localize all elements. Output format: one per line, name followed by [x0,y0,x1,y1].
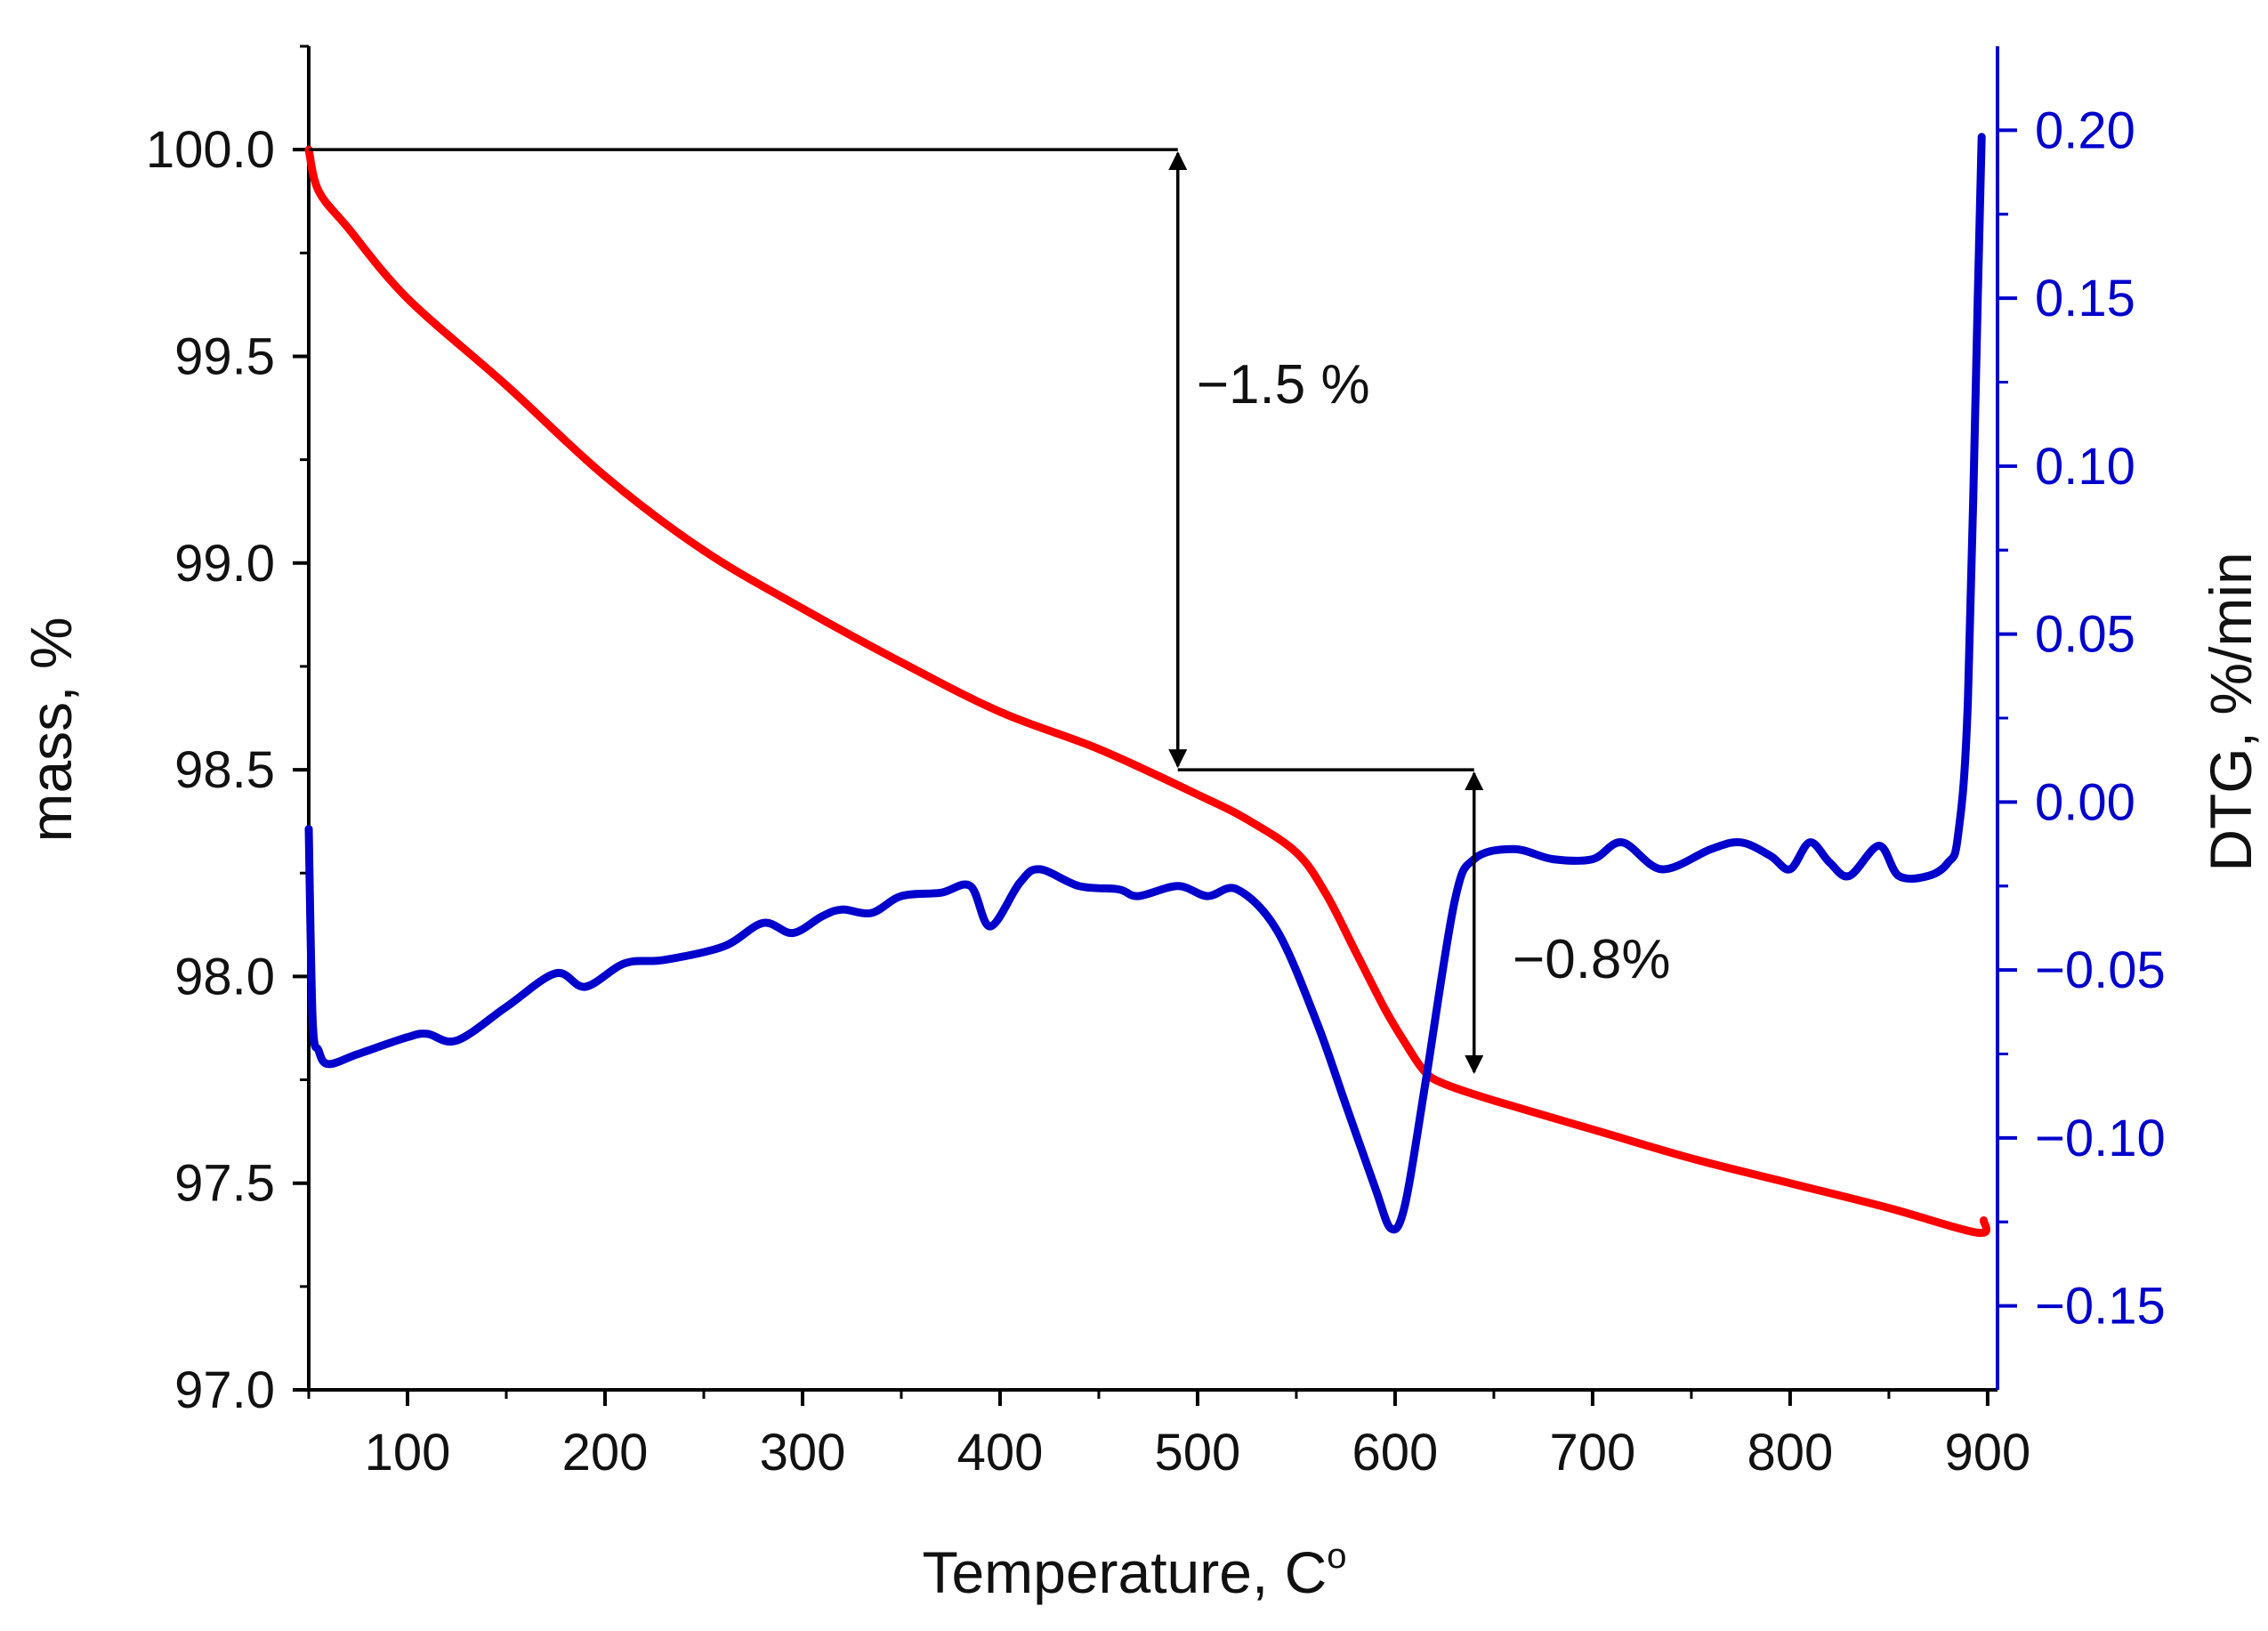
x-axis-title-degree: o [1327,1537,1346,1576]
y-left-tick-label: 99.5 [174,327,275,385]
y-right-axis-title: DTG, %/min [2198,552,2264,871]
y-left-tick-label: 100.0 [146,121,275,179]
series-dtg-line [304,133,1986,1234]
axes-layer: 100 200 300 400 500 600 700 800 900 97.0 97.5 98.0 9… [146,44,2166,1482]
y-right-tick-label: 0.10 [2035,438,2135,496]
series-mass-line [304,145,1990,1238]
annotation-label: −1.5 % [1197,354,1370,416]
y-right-tick-label: −0.05 [2035,941,2166,999]
y-right-tick-label: −0.10 [2035,1110,2166,1167]
y-right-tick-label: 0.20 [2035,101,2135,159]
x-axis-title-text: Temperature, C [922,1539,1327,1605]
x-tick-label: 400 [957,1424,1044,1482]
y-right-tick-label: 0.15 [2035,270,2135,327]
y-left-tick-label: 97.0 [174,1361,275,1419]
y-left-axis-title: mass, % [18,617,84,842]
x-tick-label: 500 [1155,1424,1241,1482]
x-tick-label: 300 [760,1424,846,1482]
y-left-tick-label: 99.0 [174,535,275,593]
x-tick-label: 200 [562,1424,649,1482]
x-tick-label: 900 [1945,1424,2031,1482]
x-tick-label: 100 [365,1424,451,1482]
x-tick-label: 700 [1550,1424,1636,1482]
y-left-tick-label: 98.0 [174,948,275,1005]
y-right-tick-label: 0.00 [2035,773,2135,831]
x-tick-label: 800 [1747,1424,1834,1482]
axis-label-layer: Temperature, Co mass, % DTG, %/min [18,552,2264,1605]
y-left-tick-label: 98.5 [174,741,275,799]
annotation-label: −0.8% [1513,929,1671,990]
y-right-tick-label: −0.15 [2035,1278,2166,1336]
series-layer [304,133,1990,1238]
y-left-tick-label: 97.5 [174,1155,275,1213]
y-right-tick-label: 0.05 [2035,606,2135,664]
x-tick-label: 600 [1352,1424,1439,1482]
x-axis-title: Temperature, Co [922,1537,1346,1605]
annotation-layer: −1.5 % −0.8% [309,148,1671,1074]
